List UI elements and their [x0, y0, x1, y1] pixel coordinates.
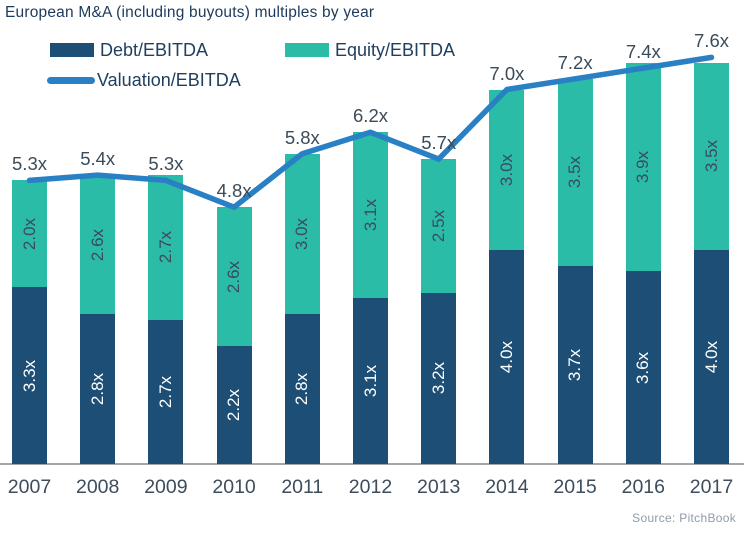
equity-legend-label: Equity/EBITDA	[335, 39, 456, 60]
year-label: 2008	[75, 476, 120, 498]
debt-legend-swatch	[50, 43, 94, 57]
equity-legend-swatch	[285, 43, 329, 57]
debt-value-label: 3.6x	[633, 351, 653, 384]
year-label: 2007	[7, 476, 52, 498]
year-label: 2014	[485, 476, 529, 498]
year-label: 2010	[212, 476, 256, 498]
valuation-value-label: 5.4x	[80, 148, 116, 170]
valuation-value-label: 5.7x	[421, 132, 457, 154]
debt-value-label: 3.3x	[19, 359, 39, 392]
debt-bar-segment: 3.7x	[557, 266, 593, 464]
valuation-value-label: 7.0x	[489, 62, 525, 84]
equity-bar-segment: 3.5x	[694, 62, 729, 250]
year-label: 2013	[416, 476, 461, 498]
year-label: 2012	[348, 476, 393, 498]
equity-value-label: 3.1x	[360, 199, 380, 232]
equity-bar-segment: 3.1x	[353, 132, 388, 299]
valuation-value-label: 5.3x	[148, 153, 184, 175]
equity-bar-segment: 3.9x	[625, 62, 661, 272]
equity-bar-segment: 2.5x	[421, 159, 457, 293]
year-label: 2009	[144, 476, 188, 498]
equity-value-label: 3.0x	[292, 217, 312, 251]
debt-bar-segment: 3.6x	[625, 271, 661, 464]
equity-bar-segment: 2.7x	[148, 175, 184, 320]
valuation-legend-swatch	[47, 76, 95, 84]
valuation-value-label: 5.8x	[284, 126, 320, 148]
debt-value-label: 4.0x	[701, 340, 721, 374]
year-label: 2017	[689, 476, 734, 498]
debt-value-label: 2.8x	[87, 373, 107, 406]
equity-value-label: 3.5x	[565, 156, 585, 189]
equity-value-label: 3.5x	[701, 140, 721, 173]
debt-bar-segment: 4.0x	[489, 250, 525, 464]
equity-bar-segment: 2.6x	[216, 207, 252, 347]
legend-item-equity: Equity/EBITDA	[285, 40, 455, 60]
debt-legend-label: Debt/EBITDA	[100, 39, 209, 60]
debt-value-label: 3.7x	[565, 348, 585, 382]
valuation-value-label: 7.2x	[557, 51, 593, 73]
debt-value-label: 4.0x	[496, 340, 516, 374]
equity-value-label: 2.0x	[19, 217, 39, 251]
equity-value-label: 2.6x	[224, 260, 244, 293]
valuation-value-label: 6.2x	[353, 105, 388, 127]
equity-bar-segment: 3.0x	[284, 153, 320, 315]
debt-value-label: 2.8x	[292, 373, 312, 406]
equity-bar-segment: 2.6x	[80, 175, 116, 315]
debt-bar-segment: 3.1x	[353, 298, 388, 464]
debt-bar-segment: 3.3x	[12, 287, 47, 464]
equity-bar-segment: 3.0x	[489, 89, 525, 250]
debt-bar-segment: 2.8x	[80, 314, 116, 464]
equity-value-label: 3.0x	[496, 153, 516, 186]
debt-bar-segment: 4.0x	[694, 250, 729, 464]
valuation-value-label: 5.3x	[12, 153, 47, 175]
equity-value-label: 2.6x	[87, 228, 107, 261]
valuation-value-label: 7.4x	[625, 41, 661, 63]
debt-bar-segment: 2.8x	[284, 314, 320, 464]
source-credit: Source: PitchBook	[632, 511, 736, 525]
debt-value-label: 3.2x	[428, 362, 448, 395]
legend-item-valuation: Valuation/EBITDA	[47, 70, 241, 90]
equity-value-label: 2.7x	[155, 231, 175, 264]
equity-bar-segment: 2.0x	[12, 180, 47, 288]
debt-value-label: 2.2x	[224, 389, 244, 422]
chart-title: European M&A (including buyouts) multipl…	[5, 4, 375, 21]
debt-bar-segment: 3.2x	[421, 292, 457, 464]
year-label: 2015	[553, 476, 597, 498]
legend-item-debt: Debt/EBITDA	[50, 40, 208, 60]
valuation-value-label: 4.8x	[216, 180, 252, 202]
x-axis-line	[0, 463, 744, 465]
debt-value-label: 2.7x	[155, 375, 175, 408]
year-label: 2011	[281, 476, 324, 498]
debt-bar-segment: 2.7x	[148, 319, 184, 464]
valuation-value-label: 7.6x	[694, 30, 729, 52]
debt-bar-segment: 2.2x	[216, 346, 252, 464]
year-label: 2016	[621, 476, 665, 498]
equity-value-label: 3.9x	[633, 150, 653, 184]
valuation-legend-label: Valuation/EBITDA	[97, 69, 241, 90]
equity-bar-segment: 3.5x	[557, 78, 593, 267]
equity-value-label: 2.5x	[428, 209, 448, 242]
debt-value-label: 3.1x	[360, 364, 380, 398]
